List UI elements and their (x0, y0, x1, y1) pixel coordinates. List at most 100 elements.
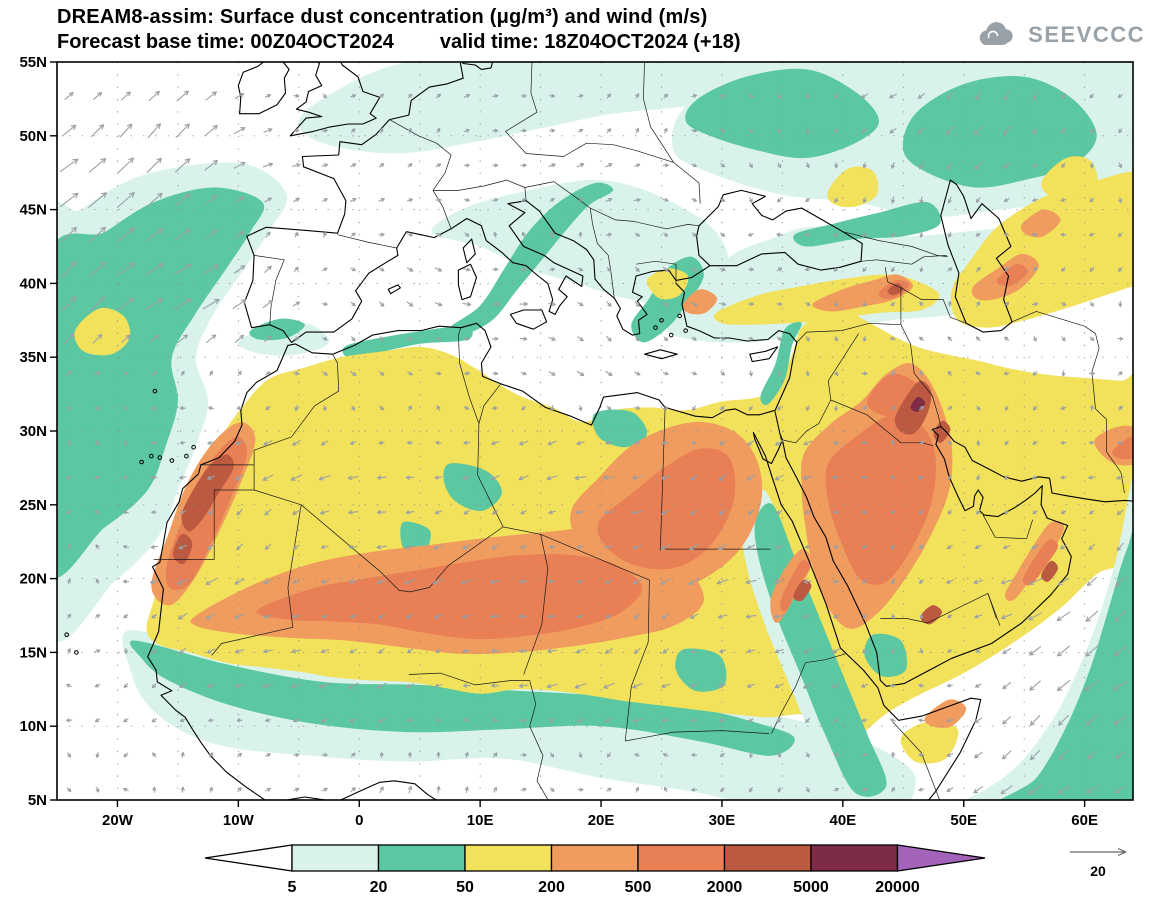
wind-arrow (236, 718, 243, 723)
wind-arrow-layer (59, 90, 1128, 795)
wind-arrow (833, 232, 839, 237)
wind-arrow (520, 163, 527, 168)
wind-arrow (1029, 714, 1041, 726)
dust-region-caucasus-teal (793, 201, 941, 247)
country-border (643, 62, 674, 163)
wind-arrow (293, 336, 300, 341)
dust-region-algeria-coast (342, 324, 473, 358)
wind-arrow (151, 613, 158, 619)
country-border (982, 514, 1034, 540)
wind-arrow (520, 787, 527, 792)
dust-region-sudan-salmon (779, 560, 811, 613)
y-tick-label: 20N (19, 571, 47, 588)
wind-arrow (661, 718, 670, 723)
wind-arrow (67, 439, 72, 446)
wind-arrow (493, 786, 498, 793)
wind-arrow (379, 406, 385, 411)
wind-arrow (436, 127, 441, 134)
wind-arrow (1032, 302, 1039, 307)
wind-arrow (603, 682, 615, 689)
wind-arrow (745, 579, 757, 585)
wind-arrow (350, 787, 356, 793)
wind-arrow (207, 683, 216, 688)
wind-arrow (264, 508, 272, 516)
wind-arrow (776, 232, 783, 237)
wind-arrow (576, 163, 585, 168)
wind-arrow (204, 160, 218, 171)
colorbar-segment (810, 844, 899, 872)
wind-arrow (233, 265, 246, 274)
wind-arrow (322, 231, 327, 238)
coastline (781, 426, 1072, 687)
wind-arrow (747, 267, 755, 272)
wind-arrow (179, 647, 186, 654)
wind-arrow (805, 92, 810, 99)
wind-arrow (946, 718, 954, 723)
wind-arrow (688, 578, 700, 585)
wind-arrow (348, 510, 359, 515)
wind-arrow (832, 440, 840, 445)
wind-arrow (973, 579, 984, 585)
wind-arrow (974, 717, 983, 723)
wind-arrow (518, 648, 529, 654)
wind-arrow (321, 198, 328, 202)
wind-arrow (720, 405, 725, 411)
wind-arrow (776, 336, 782, 341)
wind-arrow (490, 648, 500, 654)
dust-region-oman-salmon (1022, 539, 1059, 586)
wind-arrow (660, 543, 671, 550)
wind-arrow (178, 613, 188, 620)
dust-region-horn-orange (924, 699, 967, 728)
wind-arrow (549, 93, 556, 98)
wind-arrow (491, 683, 500, 688)
wind-arrow (179, 683, 187, 689)
wind-arrow (862, 266, 867, 272)
wind-arrow (1117, 94, 1123, 98)
wind-arrow (690, 718, 698, 723)
country-border (1011, 311, 1096, 334)
wind-arrow (491, 93, 499, 98)
wind-arrow (1032, 440, 1038, 445)
y-tick-label: 25N (19, 497, 47, 514)
wind-arrow (546, 683, 558, 689)
wind-arrow (94, 683, 101, 688)
wind-arrow (1004, 301, 1010, 307)
wind-arrow (947, 196, 952, 204)
wind-arrow (491, 336, 499, 341)
wind-arrow (662, 371, 669, 376)
wind-arrow (1032, 510, 1038, 515)
wind-arrow (1003, 91, 1009, 101)
wind-arrow (350, 128, 356, 133)
dust-region-oman-red (1041, 560, 1059, 582)
x-tick-label: 20E (588, 812, 615, 829)
wind-arrow (748, 336, 754, 341)
wind-arrow (747, 683, 755, 688)
wind-arrow (1057, 577, 1070, 586)
wind-arrow (491, 544, 499, 550)
wind-arrow (492, 128, 499, 133)
wind-arrow (976, 439, 981, 446)
wind-arrow (179, 718, 186, 723)
wind-arrow (974, 161, 982, 170)
wind-arrow (94, 475, 101, 480)
country-border (524, 181, 700, 230)
wind-arrow (94, 371, 101, 376)
dust-region-sahel-band (129, 640, 795, 756)
country-border (782, 399, 832, 444)
wind-arrow (577, 128, 584, 133)
wind-arrow (548, 371, 556, 376)
wind-arrow (408, 751, 413, 759)
wind-arrow (1000, 579, 1013, 585)
wind-arrow (634, 440, 641, 445)
wind-arrow (1116, 542, 1124, 552)
wind-arrow (1057, 785, 1070, 794)
country-border (771, 662, 806, 734)
wind-arrow (1003, 126, 1011, 136)
wind-arrow (405, 475, 415, 480)
island-dot (152, 388, 158, 394)
wind-arrow (1117, 336, 1124, 341)
wind-arrow (1085, 715, 1098, 726)
wind-arrow (67, 578, 71, 585)
wind-arrow (151, 440, 158, 445)
wind-arrow (1004, 336, 1010, 341)
